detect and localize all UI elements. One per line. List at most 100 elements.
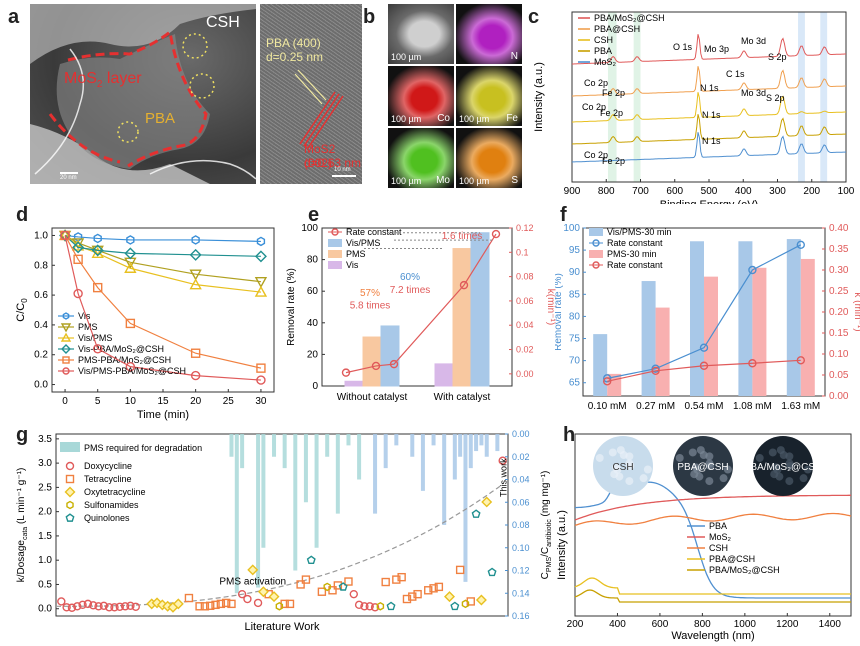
g-pms-bar <box>383 434 388 469</box>
xps-x-tick-label: 400 <box>735 186 752 197</box>
h-legend-label: MoS₂ <box>709 532 732 542</box>
d-y-axis-label: C/C0 <box>15 298 29 322</box>
g-data-point <box>376 601 385 611</box>
h-x-tick-label: 200 <box>567 619 584 630</box>
d-x-tick-label: 0 <box>62 396 68 407</box>
g-legend-label: Quinolones <box>84 513 130 523</box>
d-data-point <box>93 282 103 293</box>
f-y2-tick-label: 0.35 <box>829 244 849 255</box>
xps-x-tick-label: 600 <box>666 186 683 197</box>
g-data-point <box>268 591 280 603</box>
g-data-point <box>131 602 140 611</box>
d-x-axis-label: Time (min) <box>137 409 189 421</box>
h-inset-bead <box>695 472 704 481</box>
xps-legend-label: PBA <box>594 46 612 56</box>
f-bar <box>593 334 608 396</box>
h-inset-label: CSH <box>612 462 633 473</box>
eds-tile-co: Co 100 µm <box>388 66 454 126</box>
f-y-tick-label: 95 <box>569 245 581 256</box>
d-data-point <box>124 261 137 273</box>
g-data-point <box>172 598 184 610</box>
h-inset-label: PBA@CSH <box>677 462 728 473</box>
xps-legend-label: MoS₂ <box>594 57 617 67</box>
xps-legend-label: PBA@CSH <box>594 24 640 34</box>
g-data-point <box>221 598 231 608</box>
xps-peak-annotation: Fe 2p <box>600 108 623 118</box>
d-legend-marker <box>62 312 70 320</box>
mos2-dspacing-label: d=0.63 nm <box>304 156 362 170</box>
d-series-line <box>64 234 262 283</box>
g-pms-bar <box>282 434 287 469</box>
g-data-point <box>450 601 460 611</box>
e-rate-point <box>341 368 351 377</box>
h-x-tick-label: 1400 <box>819 619 842 630</box>
g-data-point <box>216 599 226 609</box>
tem-image-left: CSH MoS2 layer PBA 20 nm <box>30 4 256 184</box>
xps-highlight-band <box>820 12 828 182</box>
g-y2-tick-label: 0.16 <box>512 611 530 621</box>
e-bar <box>362 336 382 387</box>
g-legend-label: PMS required for degradation <box>84 443 202 453</box>
f-legend-marker <box>592 261 600 269</box>
h-inset-sphere-photo <box>593 436 653 496</box>
d-data-point <box>256 236 266 247</box>
f-y2-tick-label: 0.20 <box>829 307 849 318</box>
f-y2-tick-label: 0.25 <box>829 286 849 297</box>
g-pms-bar <box>479 434 484 446</box>
e-annotation: 5.8 times <box>350 301 391 312</box>
g-data-point <box>481 496 493 508</box>
d-y-tick-label: 0.4 <box>34 320 48 331</box>
g-data-point <box>381 577 390 587</box>
eds-scale-label: 100 µm <box>391 114 422 124</box>
g-y2-tick-label: 0.04 <box>512 475 530 485</box>
e-y2-tick-label: 0.12 <box>516 223 534 233</box>
h-inset-bead <box>643 465 652 474</box>
g-data-point <box>370 603 380 612</box>
e-bar <box>380 325 400 387</box>
g-pms-bar <box>410 434 415 457</box>
g-data-point <box>115 602 125 611</box>
xps-peak-annotation: Fe 2p <box>602 88 625 98</box>
d-data-point <box>93 344 103 354</box>
h-spectrum-line <box>574 589 851 603</box>
h-inset-bead <box>619 451 628 460</box>
g-y2-tick-label: 0.10 <box>512 543 530 553</box>
f-category-label: 0.54 mM <box>685 401 724 412</box>
d-data-point <box>190 348 201 358</box>
g-data-point <box>455 565 465 575</box>
h-inset-sphere-photo <box>673 436 733 496</box>
f-rate-point <box>748 265 757 275</box>
eds-element-label: Fe <box>506 113 518 124</box>
f-y-tick-label: 75 <box>569 334 581 345</box>
f-y2-tick-label: 0.40 <box>829 223 849 234</box>
g-pms-bar <box>272 434 277 457</box>
xps-peak-annotation: N 1s <box>700 83 719 93</box>
d-legend-label: PMS <box>78 322 98 332</box>
f-y-tick-label: 80 <box>569 311 581 322</box>
h-inset-bead <box>723 465 732 474</box>
g-data-point <box>184 593 194 603</box>
f-y2-axis-label: k (min⁻¹) <box>852 292 860 331</box>
eds-scale-label: 100 µm <box>459 176 490 186</box>
panel-letter-b: b <box>363 6 376 28</box>
e-y-tick-label: 0 <box>312 381 318 392</box>
h-x-tick-label: 1200 <box>776 619 799 630</box>
e-legend-label: Rate constant <box>346 227 402 237</box>
xps-peak-annotation: N 1s <box>702 110 721 120</box>
d-data-point <box>254 276 268 289</box>
d-data-point <box>60 230 70 241</box>
g-data-point <box>333 581 343 590</box>
d-data-point <box>93 233 102 244</box>
g-data-point <box>126 601 135 611</box>
g-data-point <box>328 586 337 595</box>
g-data-point <box>62 603 71 612</box>
d-data-point <box>72 241 85 254</box>
f-rate-point <box>603 374 612 383</box>
g-data-point <box>402 594 412 604</box>
d-y-tick-label: 1.0 <box>34 230 48 241</box>
g-data-point <box>83 599 93 609</box>
e-bar <box>434 363 454 387</box>
tem-scale-right: 10 nm <box>334 167 351 173</box>
g-pms-bar <box>495 434 500 452</box>
d-data-point <box>125 361 136 372</box>
